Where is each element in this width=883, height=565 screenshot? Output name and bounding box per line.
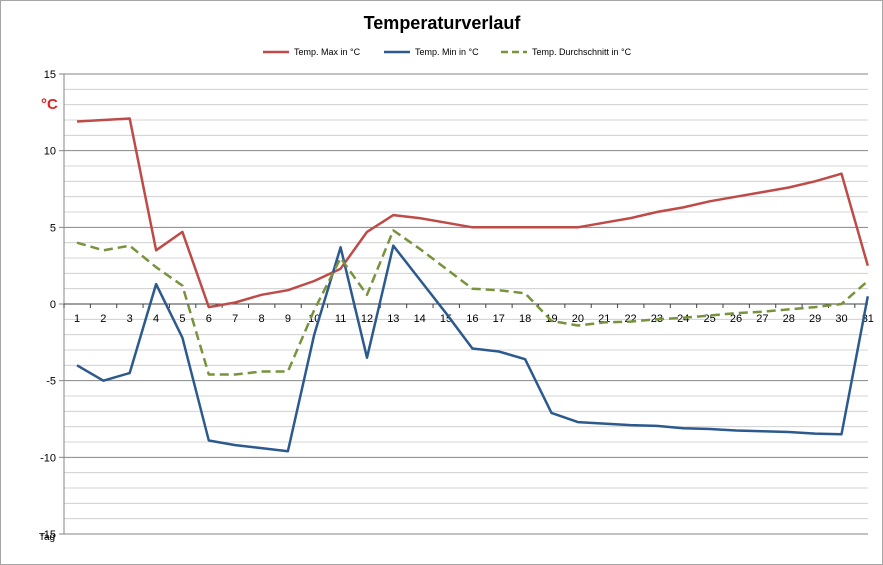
x-tick-label: 13	[387, 313, 399, 325]
y-tick-labels: 15 10 5 0 -5 -10 -15	[40, 69, 56, 541]
x-tick-label: 29	[809, 313, 821, 325]
x-tick-label: 30	[835, 313, 847, 325]
x-tick-label: 27	[756, 313, 768, 325]
series-line-1	[76, 117, 870, 309]
x-tick-label: 3	[127, 313, 133, 325]
y-tick-label: -15	[40, 529, 56, 541]
x-tick-label: 6	[206, 313, 212, 325]
x-tick-label: 26	[730, 313, 742, 325]
x-axis-label: Tag	[39, 532, 55, 543]
x-tick-label: 4	[153, 313, 159, 325]
x-tick-label: 7	[232, 313, 238, 325]
y-tick-label: 15	[44, 69, 56, 81]
y-tick-label: 5	[50, 222, 56, 234]
chart-title: Temperaturverlauf	[364, 13, 522, 33]
x-tick-label: 22	[624, 313, 636, 325]
axes	[59, 73, 868, 535]
x-tick-label: 16	[466, 313, 478, 325]
x-tick-label: 20	[572, 313, 584, 325]
x-tick-label: 8	[258, 313, 264, 325]
x-tick-label: 9	[285, 313, 291, 325]
y-unit-label: °C	[41, 96, 58, 113]
legend-label-2: Temp. Min in °C	[415, 47, 479, 57]
legend: Temp. Max in °C Temp. Min in °C Temp. Durc…	[263, 47, 632, 57]
y-tick-label: -5	[46, 376, 56, 388]
x-tick-label: 5	[179, 313, 185, 325]
x-tick-label: 2	[100, 313, 106, 325]
x-tick-label: 11	[335, 313, 346, 325]
x-tick-label: 28	[783, 313, 795, 325]
y-tick-label: 10	[44, 146, 56, 158]
y-tick-label: -10	[40, 452, 56, 464]
series-line-2	[76, 244, 870, 453]
series-line-3	[76, 229, 869, 376]
x-tick-label: 1	[74, 313, 80, 325]
y-tick-label: 0	[50, 299, 56, 311]
x-tick-label: 12	[361, 313, 373, 325]
legend-label-1: Temp. Max in °C	[294, 47, 361, 57]
x-tick-label: 14	[414, 313, 426, 325]
x-tick-label: 18	[519, 313, 531, 325]
x-tick-label: 17	[493, 313, 505, 325]
series-lines	[76, 117, 870, 453]
legend-label-3: Temp. Durchschnitt in °C	[532, 47, 632, 57]
